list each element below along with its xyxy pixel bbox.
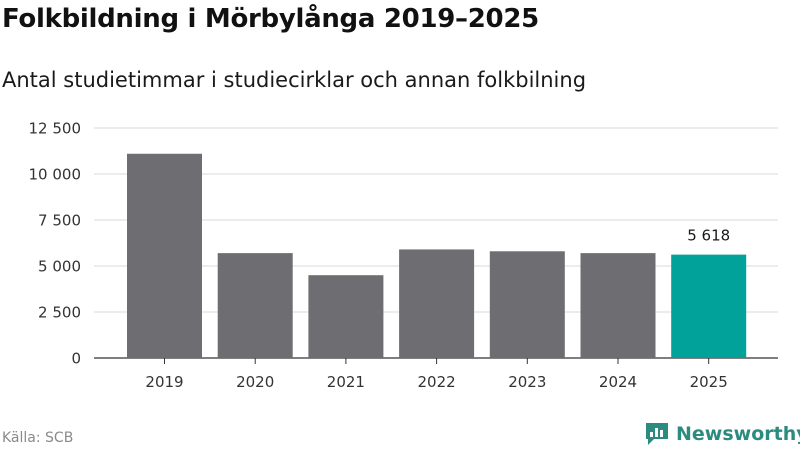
y-tick-label: 7 500 — [38, 212, 81, 230]
y-tick-label: 12 500 — [29, 120, 82, 138]
bar-2025 — [671, 254, 747, 358]
chart-title: Folkbildning i Mörbylånga 2019–2025 — [2, 4, 539, 34]
chart-subtitle: Antal studietimmar i studiecirklar och a… — [2, 68, 587, 92]
source-note: Källa: SCB — [2, 430, 74, 446]
bar-2019 — [127, 153, 202, 358]
data-label: 5 618 — [687, 227, 730, 245]
x-tick-label: 2022 — [418, 373, 456, 391]
x-tick-label: 2025 — [690, 373, 728, 391]
y-tick-label: 5 000 — [38, 258, 81, 276]
bars — [127, 153, 747, 358]
x-tick-label: 2023 — [508, 373, 546, 391]
y-axis-ticks: 0 2 500 5 000 7 500 10 000 12 500 — [29, 120, 82, 368]
y-tick-label: 0 — [71, 350, 81, 368]
bar-2022 — [399, 249, 475, 358]
x-tick-label: 2024 — [599, 373, 637, 391]
bar-2024 — [580, 253, 656, 358]
bar-2020 — [217, 253, 293, 358]
bar-2023 — [489, 251, 565, 358]
brand-logo: Newsworthy — [644, 419, 800, 449]
y-tick-label: 2 500 — [38, 304, 81, 322]
x-tick-label: 2020 — [236, 373, 274, 391]
newsworthy-logo-icon — [646, 423, 668, 445]
bar-chart: 0 2 500 5 000 7 500 10 000 12 500 2019 2020 202… — [29, 120, 778, 391]
x-axis-ticks: 2019 2020 2021 2022 2023 2024 2025 — [145, 358, 728, 391]
data-labels: 5 618 — [687, 227, 730, 245]
x-tick-label: 2021 — [327, 373, 365, 391]
brand-name: Newsworthy — [676, 423, 800, 445]
bar-2021 — [308, 275, 384, 358]
y-tick-label: 10 000 — [29, 166, 82, 184]
x-tick-label: 2019 — [145, 373, 183, 391]
